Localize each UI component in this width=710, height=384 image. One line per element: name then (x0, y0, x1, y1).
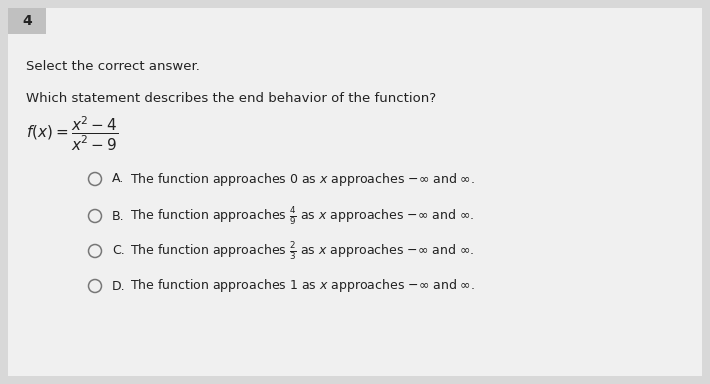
Text: Select the correct answer.: Select the correct answer. (26, 60, 200, 73)
Text: $f(x)=\dfrac{x^2-4}{x^2-9}$: $f(x)=\dfrac{x^2-4}{x^2-9}$ (26, 115, 119, 153)
Text: B.: B. (112, 210, 125, 222)
Text: D.: D. (112, 280, 126, 293)
Text: The function approaches $\frac{2}{3}$ as $x$ approaches $-\infty$ and $\infty$.: The function approaches $\frac{2}{3}$ as… (130, 240, 474, 262)
FancyBboxPatch shape (8, 8, 702, 376)
Text: C.: C. (112, 245, 125, 258)
Text: 4: 4 (22, 14, 32, 28)
Text: The function approaches 0 as $x$ approaches $-\infty$ and $\infty$.: The function approaches 0 as $x$ approac… (130, 170, 475, 187)
FancyBboxPatch shape (8, 8, 46, 34)
Text: Which statement describes the end behavior of the function?: Which statement describes the end behavi… (26, 93, 436, 106)
Text: The function approaches 1 as $x$ approaches $-\infty$ and $\infty$.: The function approaches 1 as $x$ approac… (130, 278, 475, 295)
Text: The function approaches $\frac{4}{9}$ as $x$ approaches $-\infty$ and $\infty$.: The function approaches $\frac{4}{9}$ as… (130, 205, 474, 227)
Text: A.: A. (112, 172, 124, 185)
